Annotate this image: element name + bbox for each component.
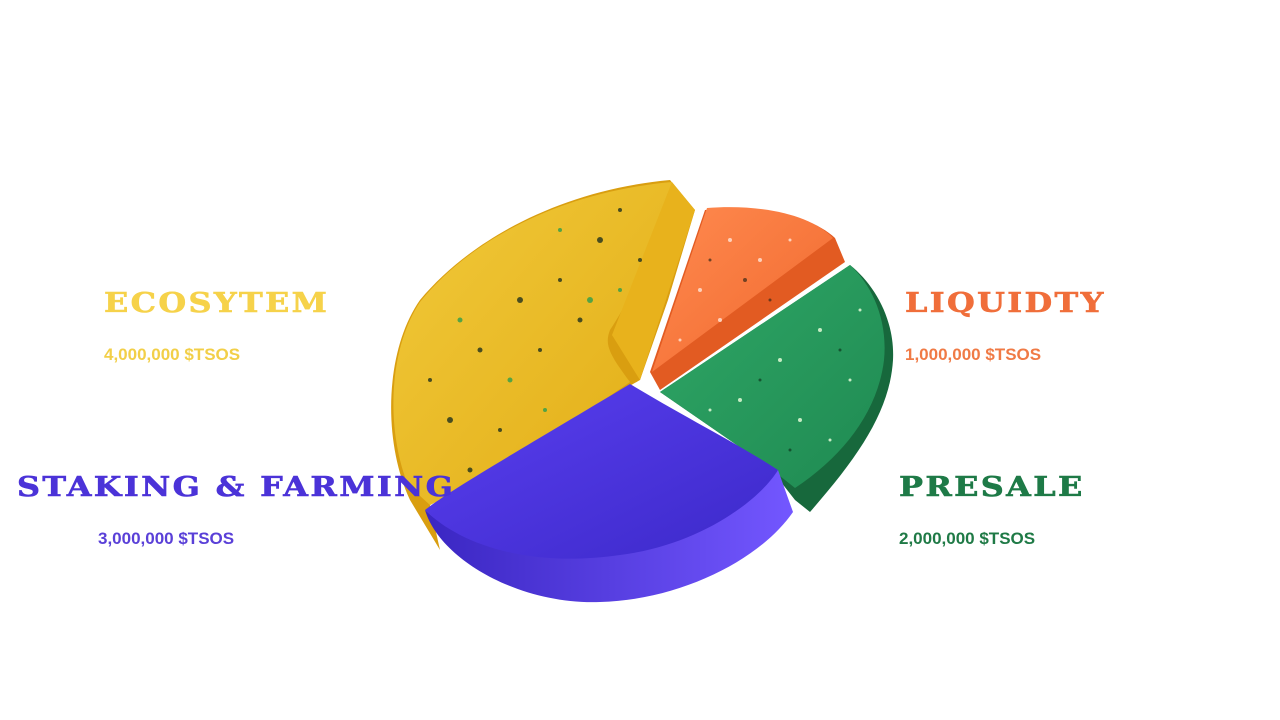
slice-value-liquidity: 1,000,000 $TSOS [905, 345, 1042, 364]
slice-title-staking-farming: STAKING & FARMING [17, 472, 456, 504]
slice-value-staking-farming: 3,000,000 $TSOS [98, 529, 235, 548]
pie-slice-presale [660, 265, 894, 512]
slice-title-liquidity: LIQUIDTY [905, 288, 1106, 320]
slice-value-ecosystem: 4,000,000 $TSOS [104, 345, 241, 364]
slice-label-staking-farming: STAKING & FARMING 3,000,000 $TSOS [17, 472, 453, 549]
slice-title-presale: PRESALE [899, 472, 1085, 504]
slice-label-liquidity: LIQUIDTY 1,000,000 $TSOS [905, 288, 1104, 365]
slice-value-presale: 2,000,000 $TSOS [899, 529, 1036, 548]
slice-label-ecosystem: ECOSYTEM 4,000,000 $TSOS [104, 288, 328, 365]
pie-slice-staking-farming [425, 384, 793, 603]
slice-label-presale: PRESALE 2,000,000 $TSOS [899, 472, 1083, 549]
pie-slice-ecosystem [391, 180, 695, 550]
slice-title-ecosystem: ECOSYTEM [104, 288, 330, 320]
pie-slice-liquidity [650, 207, 845, 390]
